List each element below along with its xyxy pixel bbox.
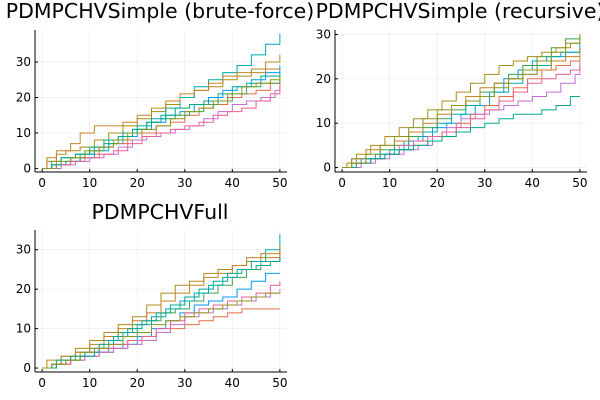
series-line-10 (342, 34, 581, 169)
series-line-10 (42, 76, 281, 169)
y-tick-label: 0 (23, 361, 31, 375)
y-tick-label: 20 (16, 282, 31, 296)
x-tick-label: 50 (572, 176, 587, 190)
series-line-10 (42, 292, 280, 369)
y-tick-label: 10 (16, 126, 31, 140)
panel-title: PDMPCHVFull (91, 200, 228, 224)
x-tick-label: 0 (38, 376, 46, 390)
panel-title: PDMPCHVSimple (brute-force) (6, 0, 315, 23)
x-tick-label: 30 (177, 176, 192, 190)
x-tick-label: 10 (82, 376, 97, 390)
panel-full: PDMPCHVFull 0 10 20 30 40 50 0 10 20 30 (16, 200, 288, 390)
series-line-7 (42, 83, 281, 169)
x-tick-label: 0 (38, 176, 46, 190)
x-tick-label: 50 (272, 376, 287, 390)
x-tick-label: 20 (130, 176, 145, 190)
x-tick-label: 40 (525, 176, 540, 190)
x-tick-label: 10 (82, 176, 97, 190)
panel-recursive: PDMPCHVSimple (recursive) 0 10 20 30 40 50 0 10… (316, 0, 600, 190)
x-tick-label: 20 (430, 176, 445, 190)
x-tick-label: 30 (177, 376, 192, 390)
y-tick-label: 10 (16, 322, 31, 336)
y-tick-label: 30 (316, 27, 331, 41)
x-tick-label: 40 (225, 176, 240, 190)
x-tick-label: 50 (272, 176, 287, 190)
series-line-5 (342, 38, 581, 169)
y-tick-label: 30 (16, 55, 31, 69)
x-tick-label: 0 (338, 176, 346, 190)
y-tick-label: 30 (16, 243, 31, 257)
y-tick-label: 0 (323, 161, 331, 175)
x-tick-label: 30 (477, 176, 492, 190)
x-tick-label: 10 (382, 176, 397, 190)
series-line-9 (42, 257, 281, 369)
panel-brute-force: PDMPCHVSimple (brute-force) 0 10 20 30 40 50 0… (6, 0, 315, 190)
y-tick-label: 20 (16, 90, 31, 104)
series-line-9 (42, 72, 281, 169)
series-line-6 (42, 33, 281, 169)
series-line-8 (42, 68, 280, 169)
y-tick-label: 0 (23, 161, 31, 175)
x-tick-label: 20 (130, 376, 145, 390)
y-tick-label: 20 (316, 72, 331, 86)
x-tick-label: 40 (225, 376, 240, 390)
y-tick-label: 10 (316, 116, 331, 130)
panel-title: PDMPCHVSimple (recursive) (316, 0, 600, 23)
series-line-9 (342, 96, 580, 169)
series-line-4 (42, 86, 281, 169)
